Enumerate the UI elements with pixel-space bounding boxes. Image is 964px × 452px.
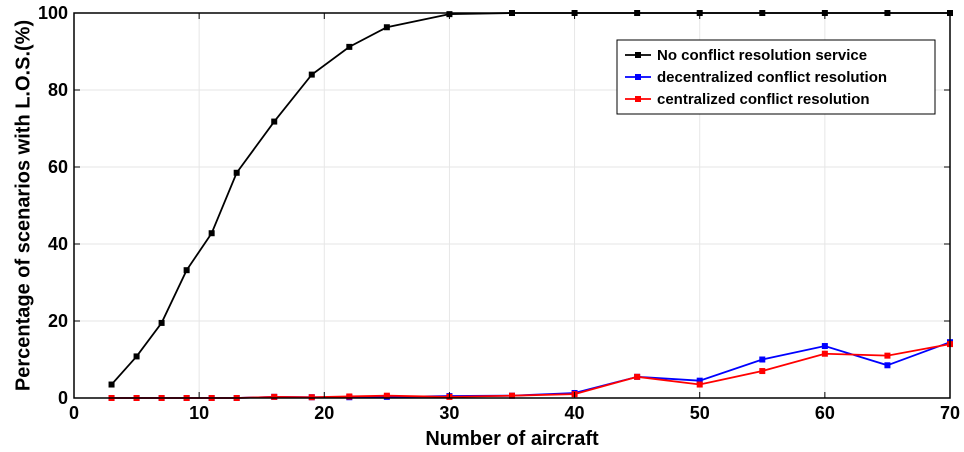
tick-labels: 0 10 20 30 40 50 60 70 0 20 40 60 80 100 [38, 3, 960, 423]
legend-marker [635, 52, 641, 58]
y-tick-label: 80 [48, 80, 68, 100]
data-point-marker [346, 43, 353, 50]
data-point-marker [233, 169, 240, 176]
legend-box [616, 39, 936, 115]
y-tick-label: 20 [48, 311, 68, 331]
data-point-marker [821, 350, 828, 357]
x-tick-label: 60 [815, 403, 835, 423]
data-point-marker [346, 393, 353, 400]
x-tick-label: 50 [690, 403, 710, 423]
data-point-marker [383, 24, 390, 31]
data-point-marker [634, 373, 641, 380]
x-tick-label: 30 [439, 403, 459, 423]
data-point-marker [158, 319, 165, 326]
x-tick-label: 20 [314, 403, 334, 423]
legend: No conflict resolution service decentrali… [616, 39, 936, 115]
data-point-marker [271, 118, 278, 125]
y-tick-label: 0 [58, 388, 68, 408]
y-axis-label: Percentage of scenarios with L.O.S.(%) [12, 20, 34, 391]
y-tick-label: 40 [48, 234, 68, 254]
data-point-marker [308, 394, 315, 401]
data-point-marker [884, 362, 891, 369]
data-point-marker [183, 267, 190, 274]
data-point-marker [383, 392, 390, 399]
x-tick-label: 40 [565, 403, 585, 423]
data-point-marker [133, 353, 140, 360]
plot-frame [73, 12, 951, 399]
data-point-marker [271, 393, 278, 400]
legend-marker [635, 96, 641, 102]
data-point-marker [509, 392, 515, 399]
data-point-marker [759, 356, 766, 363]
x-tick-label: 10 [189, 403, 209, 423]
legend-label: centralized conflict resolution [657, 91, 870, 108]
data-point-marker [759, 368, 766, 375]
legend-marker [635, 74, 641, 80]
y-tick-label: 60 [48, 157, 68, 177]
data-point-marker [208, 230, 215, 237]
data-point-marker [821, 343, 828, 350]
data-point-marker [108, 381, 115, 388]
axes [73, 12, 951, 399]
x-tick-label: 70 [940, 403, 960, 423]
x-tick-label: 0 [69, 403, 79, 423]
legend-label: decentralized conflict resolution [657, 69, 887, 86]
legend-label: No conflict resolution service [657, 47, 867, 64]
data-point-marker [696, 381, 703, 388]
data-point-marker [696, 377, 703, 384]
y-tick-label: 100 [38, 3, 68, 23]
data-point-marker [308, 71, 315, 78]
x-axis-label: Number of aircraft [425, 428, 599, 450]
data-point-marker [884, 352, 891, 359]
